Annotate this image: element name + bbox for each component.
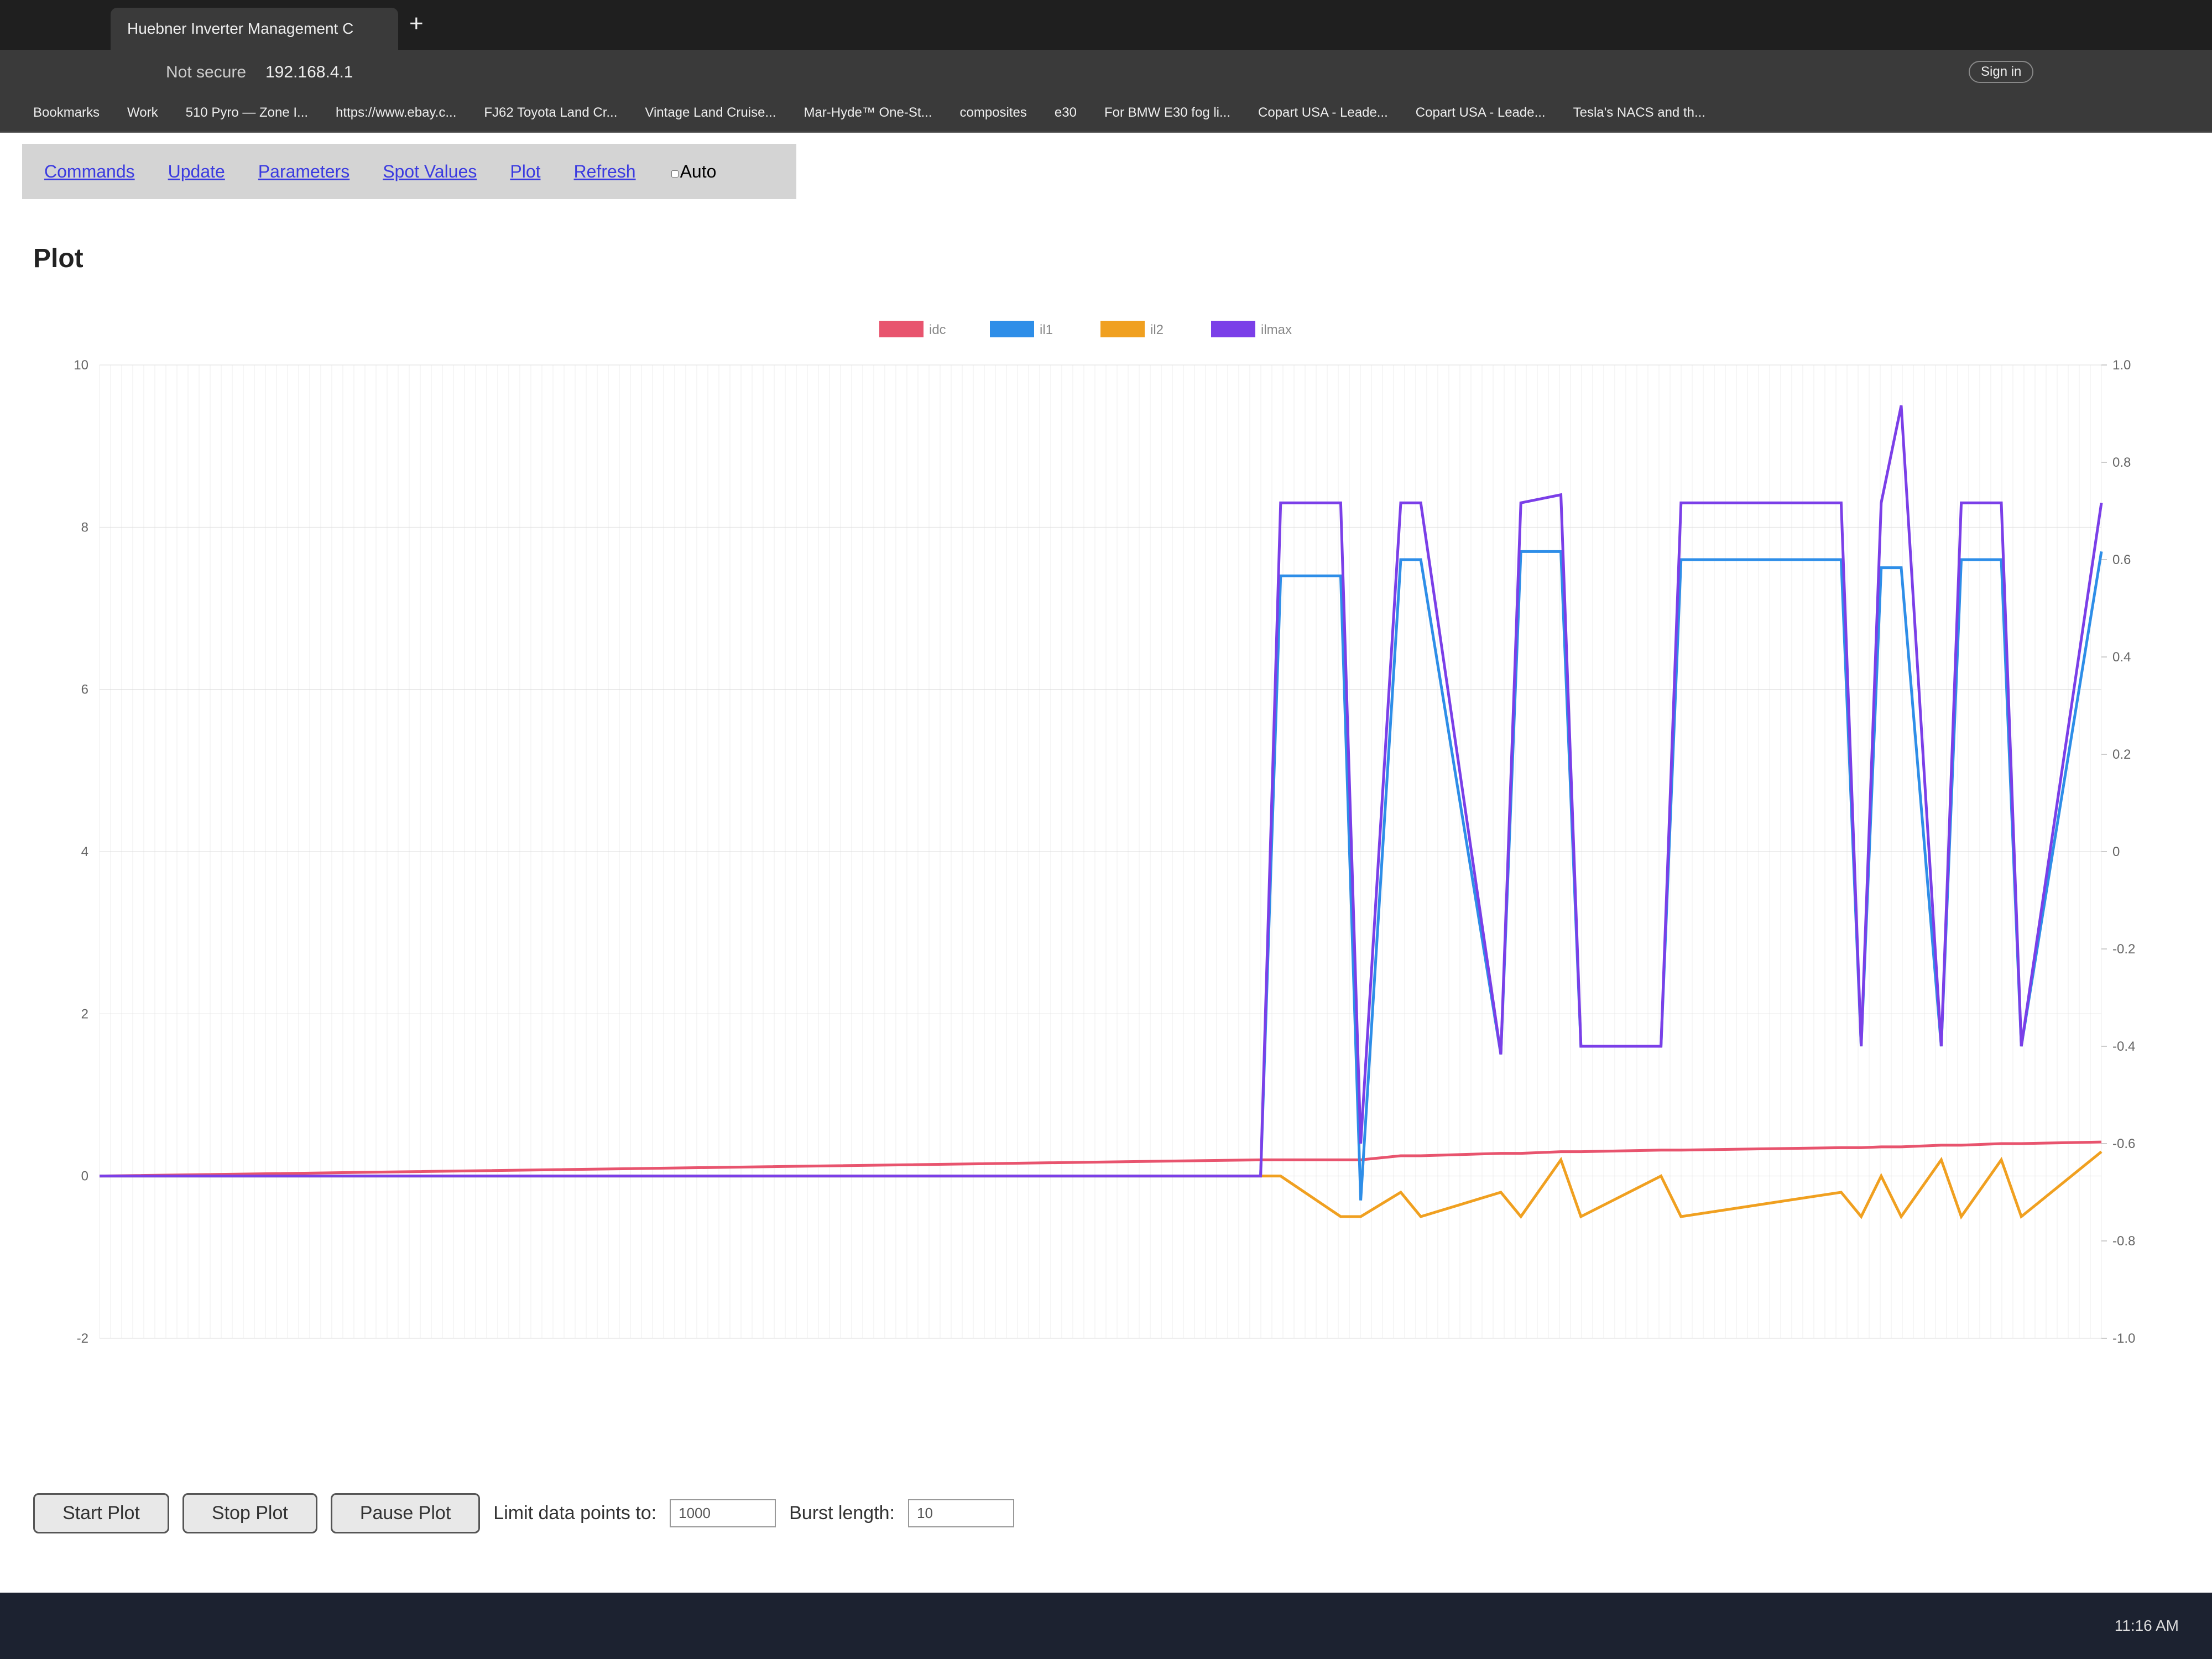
chart: -2 0 2 4 6 8 10 1.0 0.8 0.6 0.4 0.2 0 -0.2 -0.4 -0.6 -0.… [74,321,2135,1346]
y-tick-label: 6 [81,682,88,697]
button[interactable]: Pause Plot [330,1493,481,1533]
legend-swatch [1100,321,1145,337]
bookmark[interactable]: Work [127,105,158,120]
bookmarks-bar: Bookmarks Work 510 Pyro — Zone I... https:/… [0,94,2212,133]
new-tab[interactable]: + [409,10,424,37]
legend-label: il2 [1150,322,1164,337]
checkbox[interactable] [671,170,679,178]
bookmark[interactable]: e30 [1054,105,1077,120]
nav-link[interactable]: Spot Values [383,161,477,181]
clock: 11:16 AM [2114,1617,2179,1634]
bookmark[interactable]: Tesla's NACS and th... [1573,105,1705,120]
bookmark[interactable]: For BMW E30 fog li... [1104,105,1230,120]
taskbar: 11:16 AM [0,1593,2212,1659]
y2-tick-label: 1.0 [2112,358,2131,373]
url[interactable]: 192.168.4.1 [265,63,353,81]
legend-label: idc [929,322,946,337]
auto-label: Auto [680,161,717,181]
nav-link[interactable]: Update [168,161,225,181]
y-tick-label: 8 [81,520,88,535]
y2-tick-label: -0.2 [2112,942,2135,957]
legend-swatch [879,321,924,337]
bookmark[interactable]: Copart USA - Leade... [1415,105,1546,120]
security-label: Not secure [166,63,247,81]
nav-link[interactable]: Commands [44,161,135,181]
y2-tick-label: 0.2 [2112,747,2131,762]
heading: Plot [33,244,84,273]
y2-tick-label: -0.6 [2112,1136,2135,1151]
bookmark[interactable]: Mar-Hyde™ One-St... [804,105,932,120]
limit-input[interactable]: 1000 [670,1499,776,1527]
legend-swatch [990,321,1034,337]
auto-checkbox[interactable]: Auto [669,161,717,182]
bookmark[interactable]: Vintage Land Cruise... [645,105,776,120]
series-line [100,550,2103,1201]
bookmark[interactable]: Bookmarks [33,105,100,120]
button[interactable]: Start Plot [33,1493,169,1533]
tab[interactable]: Huebner Inverter Management C [111,8,398,50]
y2-tick-label: 0.6 [2112,552,2131,567]
series-line [100,1150,2103,1220]
y2-tick-label: 0.8 [2112,455,2131,470]
legend-label: il1 [1040,322,1053,337]
legend-swatch [1211,321,1255,337]
tab-bar: Huebner Inverter Management C + [0,0,2212,50]
legend-label: ilmax [1261,322,1292,337]
bookmark[interactable]: Copart USA - Leade... [1258,105,1388,120]
y-tick-label: -2 [77,1331,88,1346]
sign-in[interactable]: Sign in [1969,61,2034,83]
series-line [99,1140,2102,1178]
address-bar: Not secure 192.168.4.1 Sign in [0,50,2212,94]
y2-tick-label: -0.4 [2112,1039,2135,1054]
y-tick-label: 0 [81,1169,88,1184]
y2-tick-label: 0.4 [2112,650,2131,665]
nav-bar: Commands Update Parameters Spot Values Plot R… [22,144,796,199]
bookmark[interactable]: FJ62 Toyota Land Cr... [484,105,618,120]
y-tick-label: 10 [74,358,88,373]
y2-tick-label: -0.8 [2112,1234,2135,1249]
nav-link[interactable]: Parameters [258,161,350,181]
y-tick-label: 4 [81,844,88,859]
burst-label: Burst length: [789,1503,895,1524]
plot-controls: Start Plot Stop Plot Pause Plot Limit data … [33,1493,1014,1533]
limit-label: Limit data points to: [493,1503,657,1524]
bookmark[interactable]: https://www.ebay.c... [336,105,457,120]
nav-link[interactable]: Refresh [573,161,636,181]
y2-tick-label: 0 [2112,844,2120,859]
bookmark[interactable]: composites [959,105,1027,120]
series-line [100,405,2103,1178]
button[interactable]: Stop Plot [182,1493,317,1533]
burst-input[interactable]: 10 [908,1499,1014,1527]
nav-link[interactable]: Plot [510,161,541,181]
y2-tick-label: -1.0 [2112,1331,2135,1346]
y-tick-label: 2 [81,1006,88,1021]
bookmark[interactable]: 510 Pyro — Zone I... [185,105,309,120]
